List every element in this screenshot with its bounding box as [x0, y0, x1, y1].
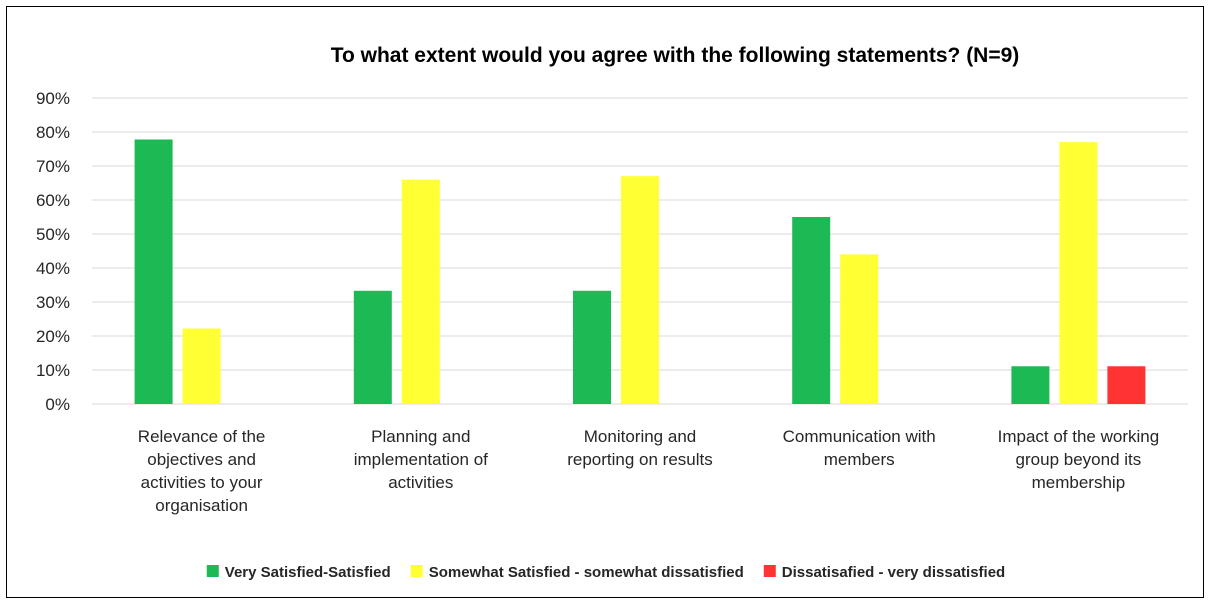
y-tick-label: 30% [36, 293, 70, 312]
category-label-line: membership [1032, 473, 1126, 492]
bar [792, 217, 831, 404]
legend-swatch [206, 565, 219, 577]
bar [621, 176, 659, 404]
bar [1107, 366, 1146, 404]
category-label-line: Impact of the working [998, 427, 1160, 446]
legend-label: Somewhat Satisfied - somewhat dissatisfi… [429, 564, 744, 581]
category-label: Impact of the working group beyond its mem… [998, 427, 1160, 492]
y-axis-ticks: 0% 10% 20% 30% 40% 50% 60% 70% 80% 90% [36, 89, 70, 414]
y-tick-label: 0% [45, 395, 70, 414]
bars [134, 139, 1146, 405]
category-label-line: Communication with [783, 427, 936, 446]
legend-swatch [410, 565, 423, 577]
category-label: Planning and implementation of activities [354, 427, 488, 492]
bar [401, 179, 440, 404]
category-label-line: group beyond its [1016, 450, 1142, 469]
category-label-line: Relevance of the [138, 427, 266, 446]
legend: Very Satisfied-Satisfied Somewhat Satisfi… [206, 564, 1005, 581]
category-label-line: objectives and [147, 450, 256, 469]
category-label-line: reporting on results [567, 450, 713, 469]
bar [840, 254, 879, 404]
x-axis-categories: Relevance of the objectives and activities… [138, 427, 1159, 515]
y-tick-label: 10% [36, 361, 70, 380]
bar [1011, 366, 1050, 404]
legend-swatch [763, 565, 776, 577]
y-tick-label: 60% [36, 191, 70, 210]
y-tick-label: 40% [36, 259, 70, 278]
category-label-line: activities to your [141, 473, 263, 492]
category-label-line: organisation [155, 496, 248, 515]
category-label: Relevance of the objectives and activities… [138, 427, 266, 515]
category-label-line: activities [388, 473, 453, 492]
y-tick-label: 50% [36, 225, 70, 244]
y-tick-label: 90% [36, 89, 70, 108]
category-label: Monitoring and reporting on results [567, 427, 713, 469]
bar [573, 290, 611, 404]
category-label-line: Monitoring and [584, 427, 696, 446]
legend-label: Very Satisfied-Satisfied [225, 564, 391, 581]
bar [353, 290, 392, 404]
category-label: Communication with members [783, 427, 936, 469]
y-tick-label: 70% [36, 157, 70, 176]
chart-title: To what extent would you agree with the … [331, 44, 1020, 67]
gridlines [92, 97, 1188, 405]
category-label-line: implementation of [354, 450, 488, 469]
legend-label: Dissatisafied - very dissatisfied [782, 564, 1005, 581]
y-tick-label: 80% [36, 123, 70, 142]
category-label-line: members [824, 450, 895, 469]
bar [182, 328, 221, 404]
y-tick-label: 20% [36, 327, 70, 346]
bar [1059, 142, 1098, 404]
category-label-line: Planning and [371, 427, 470, 446]
bar [134, 139, 173, 405]
